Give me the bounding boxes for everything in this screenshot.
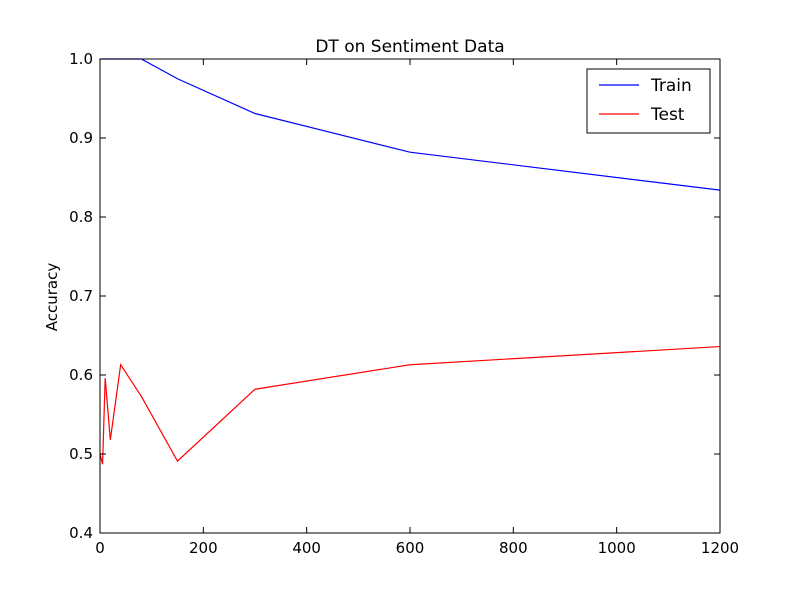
y-axis-ticks: 0.4 0.5 0.6 0.7 0.8 0.9 1.0 <box>69 50 720 542</box>
x-tick-label: 800 <box>499 539 528 557</box>
legend-label-test: Test <box>650 105 685 125</box>
y-tick-label: 0.9 <box>69 129 93 147</box>
x-axis-ticks: 0 200 400 600 800 1000 1200 <box>95 59 739 557</box>
legend-frame <box>586 68 711 134</box>
series-line-test <box>99 345 721 465</box>
x-tick-label: 0 <box>95 539 105 557</box>
y-axis-label: Accuracy <box>43 263 61 332</box>
x-tick-label: 1200 <box>701 539 739 557</box>
y-tick-label: 0.7 <box>69 287 93 305</box>
y-tick-label: 0.4 <box>69 524 93 542</box>
x-tick-label: 200 <box>189 539 218 557</box>
y-tick-label: 0.8 <box>69 208 93 226</box>
legend-label-train: Train <box>650 76 692 96</box>
chart-title: DT on Sentiment Data <box>315 37 504 57</box>
y-tick-label: 1.0 <box>69 50 93 68</box>
x-tick-label: 1000 <box>598 539 636 557</box>
y-tick-label: 0.5 <box>69 445 93 463</box>
y-tick-label: 0.6 <box>69 366 93 384</box>
x-tick-label: 400 <box>292 539 321 557</box>
x-tick-label: 600 <box>396 539 425 557</box>
legend: Train Test <box>586 68 711 134</box>
